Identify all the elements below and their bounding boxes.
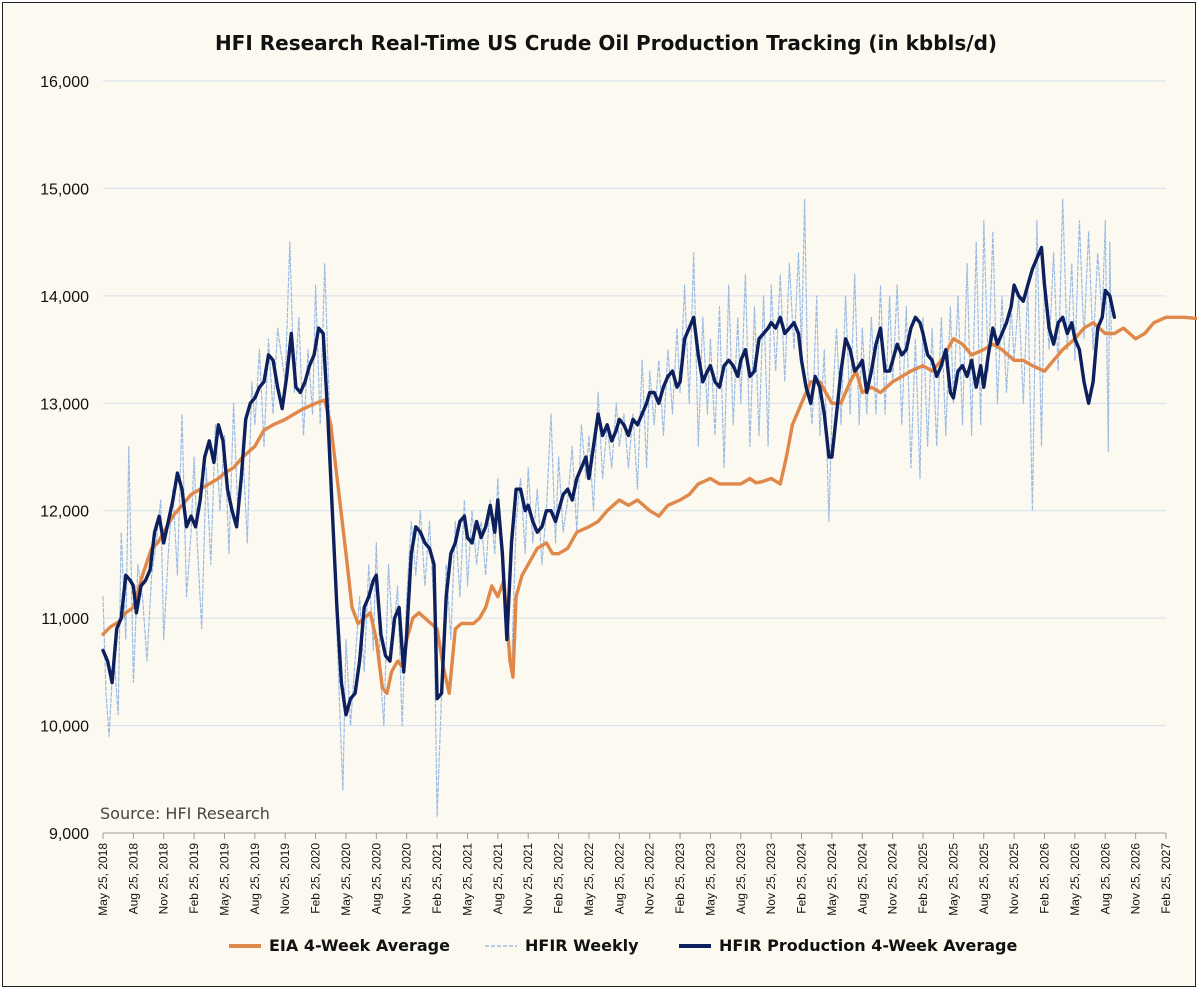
- x-tick-label: Aug 25, 2022: [612, 843, 626, 915]
- x-tick-label: May 25, 2025: [946, 843, 960, 916]
- x-tick-label: Aug 25, 2026: [1098, 843, 1112, 915]
- x-tick-label: Nov 25, 2021: [521, 843, 535, 915]
- x-tick-label: May 25, 2026: [1068, 843, 1082, 916]
- x-tick-label: Feb 25, 2027: [1159, 843, 1173, 914]
- x-tick-label: Feb 25, 2026: [1038, 843, 1052, 914]
- y-axis: 9,000 10,000 11,000 12,000 13,000 14,000 15,00…: [40, 74, 89, 843]
- x-tick-label: May 25, 2020: [339, 843, 353, 916]
- legend-label: HFIR Weekly: [525, 936, 639, 955]
- series-line-0: [101, 315, 1197, 695]
- chart-title: HFI Research Real-Time US Crude Oil Prod…: [215, 31, 997, 55]
- legend: EIA 4-Week Average HFIR Weekly HFIR Produc…: [229, 936, 1017, 955]
- x-tick-label: Feb 25, 2020: [309, 843, 323, 914]
- x-tick-label: Aug 25, 2025: [977, 843, 991, 915]
- x-tick-label: Nov 25, 2019: [278, 843, 292, 915]
- x-tick-label: Nov 25, 2020: [400, 843, 414, 915]
- y-tick-label: 13,000: [40, 396, 89, 413]
- y-tick-label: 12,000: [40, 504, 89, 521]
- x-tick-label: May 25, 2018: [96, 843, 110, 916]
- x-tick-label: May 25, 2023: [703, 843, 717, 916]
- legend-label: HFIR Production 4-Week Average: [719, 936, 1017, 955]
- x-tick-label: Nov 25, 2026: [1129, 843, 1143, 915]
- x-tick-label: Feb 25, 2022: [552, 843, 566, 914]
- x-tick-label: Nov 25, 2022: [643, 843, 657, 915]
- x-tick-label: Feb 25, 2021: [430, 843, 444, 914]
- series-layer: [101, 198, 1197, 818]
- y-tick-label: 11,000: [41, 611, 89, 628]
- x-tick-label: Aug 25, 2020: [369, 843, 383, 915]
- x-axis: May 25, 2018 Aug 25, 2018 Nov 25, 2018 Feb …: [96, 832, 1173, 916]
- x-tick-label: Nov 25, 2018: [157, 843, 171, 915]
- x-tick-label: Aug 25, 2018: [126, 843, 140, 915]
- y-tick-label: 10,000: [40, 719, 89, 736]
- legend-label: EIA 4-Week Average: [269, 936, 450, 955]
- x-tick-label: Aug 25, 2021: [491, 843, 505, 915]
- y-tick-label: 15,000: [40, 181, 89, 198]
- x-tick-label: Feb 25, 2023: [673, 843, 687, 914]
- x-tick-label: May 25, 2024: [825, 843, 839, 916]
- x-tick-label: Feb 25, 2025: [916, 843, 930, 914]
- x-tick-label: Nov 25, 2025: [1007, 843, 1021, 915]
- x-tick-label: Feb 25, 2024: [795, 843, 809, 914]
- series-line-2: [101, 245, 1117, 717]
- y-tick-label: 16,000: [40, 74, 89, 91]
- x-tick-label: Aug 25, 2024: [855, 843, 869, 915]
- y-tick-label: 14,000: [40, 289, 89, 306]
- chart-canvas: HFI Research Real-Time US Crude Oil Prod…: [40, 31, 1197, 955]
- x-tick-label: May 25, 2022: [582, 843, 596, 916]
- x-tick-label: May 25, 2021: [460, 843, 474, 916]
- x-tick-label: Aug 25, 2019: [248, 843, 262, 915]
- x-tick-label: Aug 25, 2023: [734, 843, 748, 915]
- x-tick-label: Nov 25, 2023: [764, 843, 778, 915]
- x-tick-label: May 25, 2019: [217, 843, 231, 916]
- source-note: Source: HFI Research: [100, 804, 270, 823]
- y-tick-label: 9,000: [49, 826, 89, 843]
- x-tick-label: Feb 25, 2019: [187, 843, 201, 914]
- series-line-1: [102, 198, 1112, 818]
- x-tick-label: Nov 25, 2024: [886, 843, 900, 915]
